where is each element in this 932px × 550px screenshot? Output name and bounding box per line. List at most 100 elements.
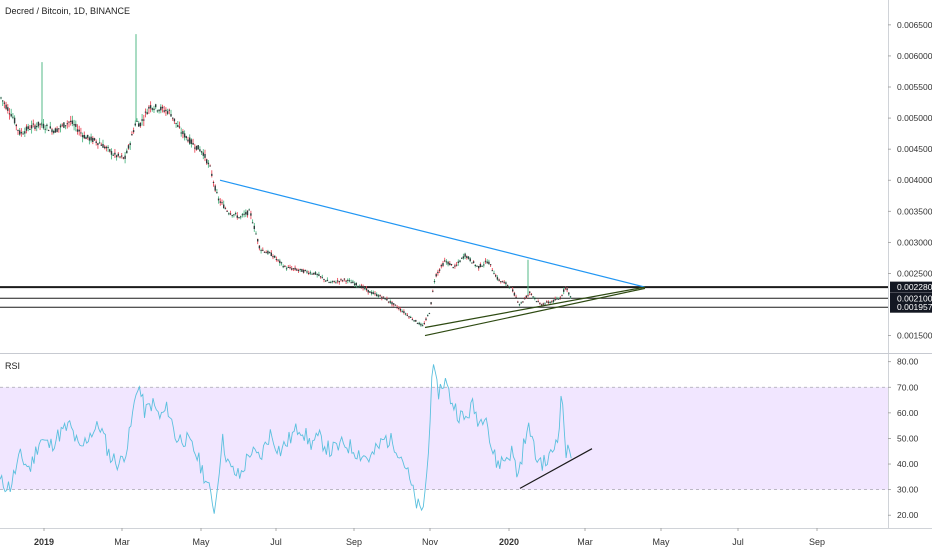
candle-body — [192, 143, 194, 145]
candle-body — [221, 202, 223, 204]
candle-body — [534, 297, 536, 299]
candle-body — [279, 260, 281, 264]
candle-body — [381, 297, 383, 299]
candle-body — [382, 296, 385, 298]
candle-body — [495, 275, 497, 277]
candle-body — [505, 282, 507, 285]
candle-body — [248, 209, 250, 211]
candle-body — [394, 304, 397, 306]
candle-body — [561, 295, 563, 297]
trendline — [219, 179, 646, 288]
candle-body — [306, 271, 308, 273]
price-tick-label: 0.006500 — [897, 20, 932, 30]
candle-body — [340, 279, 342, 281]
candle-body — [165, 109, 167, 112]
candle-body — [447, 261, 449, 265]
candle-body — [34, 125, 36, 130]
candle-body — [124, 155, 126, 159]
candle-body — [513, 292, 516, 296]
candle-body — [197, 145, 199, 150]
candle-body — [435, 274, 437, 277]
candle-body — [148, 106, 150, 109]
candle-body — [330, 282, 332, 284]
candle-body — [359, 286, 361, 288]
candle-body — [525, 295, 527, 298]
candle-body — [387, 301, 390, 303]
candle-body — [498, 279, 500, 281]
candle-body — [200, 151, 203, 153]
candle-body — [308, 272, 310, 274]
candle-body — [393, 303, 395, 305]
candle-body — [20, 132, 23, 134]
price-tick-label: 0.001500 — [897, 331, 932, 341]
candle-body — [563, 289, 565, 292]
candle-body — [520, 302, 522, 304]
candle-body — [486, 261, 488, 264]
candle-body — [459, 260, 461, 263]
candle-body — [76, 129, 79, 132]
candle-body — [47, 130, 50, 132]
candle-body — [260, 249, 262, 251]
candle-body — [263, 251, 266, 253]
candle-body — [508, 287, 510, 289]
candle-body — [189, 137, 191, 144]
candle-body — [121, 155, 123, 157]
candle-body — [364, 287, 366, 289]
candle-body — [345, 280, 347, 282]
candle-body — [144, 111, 147, 113]
candle-body — [343, 278, 346, 280]
candle-body — [223, 204, 225, 209]
candle-body — [547, 301, 550, 303]
candle-body — [129, 143, 131, 146]
candle-body — [564, 286, 567, 289]
candle-body — [212, 182, 215, 184]
candle-body — [546, 301, 548, 303]
candle-body — [512, 289, 514, 292]
candle-body — [418, 322, 420, 325]
candle-body — [316, 274, 318, 276]
candle-body — [13, 117, 16, 124]
candle-body — [158, 109, 160, 112]
candle-body — [258, 245, 261, 249]
candle-body — [231, 215, 233, 217]
candle-body — [537, 301, 539, 303]
candle-body — [277, 259, 279, 261]
candle-body — [251, 222, 254, 224]
candle-body — [297, 270, 300, 272]
candle-body — [471, 262, 473, 264]
candle-body — [506, 284, 509, 286]
candle-body — [105, 146, 108, 149]
candle-body — [389, 301, 391, 303]
candle-body — [437, 271, 439, 274]
candle-body — [216, 192, 218, 194]
candle-body — [245, 212, 247, 215]
candle-body — [229, 213, 232, 215]
candle-body — [544, 303, 546, 305]
candle-body — [469, 258, 471, 262]
rsi-tick-label: 60.00 — [897, 408, 919, 418]
candle-body — [149, 105, 152, 109]
candle-body — [151, 108, 153, 110]
candle-body — [488, 261, 490, 265]
candle-body — [287, 266, 289, 268]
candle-body — [10, 114, 12, 117]
trendline — [424, 286, 646, 329]
candle-body — [423, 323, 425, 325]
candle-body — [365, 288, 368, 291]
candle-body — [58, 128, 60, 130]
candle-body — [377, 295, 380, 297]
candle-body — [275, 258, 278, 260]
candle-body — [114, 152, 116, 155]
candle-body — [284, 265, 286, 267]
candle-body — [527, 294, 529, 296]
candle-body — [185, 136, 187, 139]
candle-body — [549, 302, 551, 304]
candle-body — [347, 279, 349, 281]
candle-body — [518, 304, 521, 306]
candle-body — [428, 313, 431, 315]
candle-body — [479, 264, 482, 267]
candle-body — [250, 213, 252, 216]
candle-body — [51, 129, 53, 133]
